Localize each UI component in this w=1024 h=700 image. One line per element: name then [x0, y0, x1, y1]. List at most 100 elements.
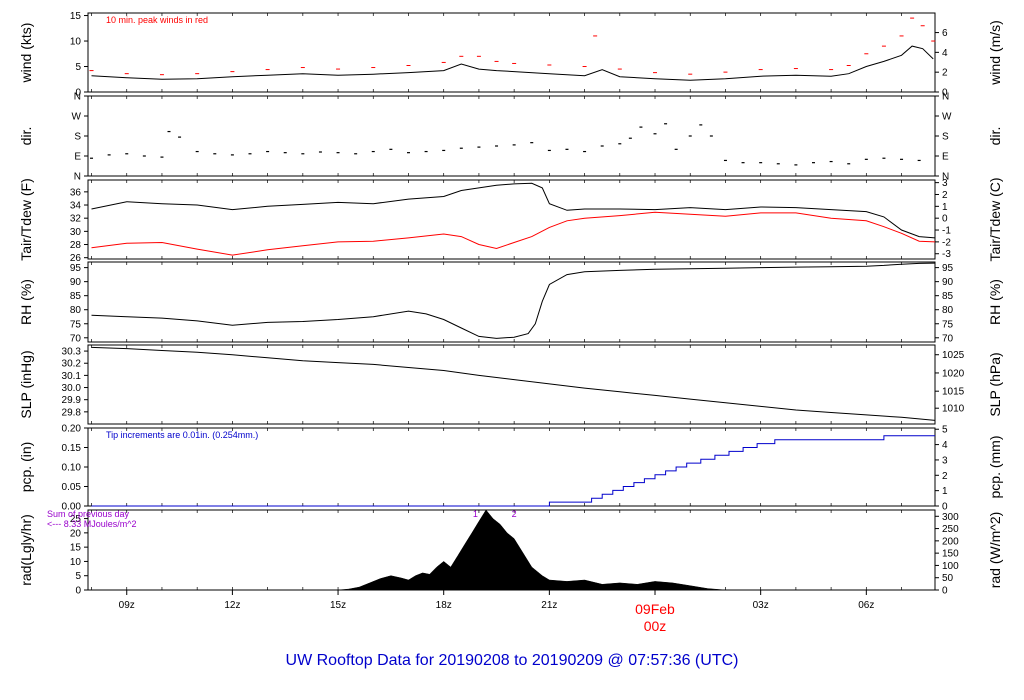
x-axis: 09z 12z 15z 18z 21z 03z 06z [119, 590, 874, 611]
y-right-tick-label: 1015 [942, 387, 965, 398]
y-left-tick-label: 26 [70, 253, 82, 264]
y-right-tick-label: -2 [942, 237, 951, 248]
y-right-tick-label: 1010 [942, 404, 965, 415]
y-left-tick-label: 30.1 [62, 371, 82, 382]
y-right-tick-label: 2 [942, 471, 948, 482]
y-left-tick-label: 80 [70, 305, 82, 316]
y-right-tick-label: 85 [942, 291, 954, 302]
y-right-tick-label: -1 [942, 226, 951, 237]
panel-frame [87, 261, 936, 343]
y-right-tick-label: 0 [942, 586, 948, 597]
y-right-tick-label: 250 [942, 524, 959, 535]
y-left-tick-label: 36 [70, 187, 82, 198]
y-left-label: pcp. (in) [18, 442, 34, 493]
y-right-tick-label: 0 [942, 88, 948, 99]
precip-step-line [91, 435, 935, 507]
y-left-tick-label: N [74, 92, 81, 103]
y-left-tick-label: 25 [70, 514, 82, 525]
x-tick-label: 06z [858, 600, 874, 611]
y-left-tick-label: N [74, 172, 81, 183]
y-right-tick-label: 1 [942, 202, 948, 213]
y-right-tick-label: 1020 [942, 368, 965, 379]
y-right-tick-label: E [942, 152, 949, 163]
y-right-tick-label: 3 [942, 455, 948, 466]
x-tick-label: 03z [753, 600, 769, 611]
y-right-tick-label: 1 [942, 486, 948, 497]
y-right-tick-label: 2 [942, 190, 948, 201]
wind-series-line [91, 45, 934, 81]
y-left-tick-label: 95 [70, 263, 82, 274]
y-left-tick-label: 10 [70, 37, 82, 48]
y-right-tick-label: 90 [942, 277, 954, 288]
y-left-tick-label: 30 [70, 227, 82, 238]
panel-frame [87, 95, 936, 177]
slp-series-line [91, 346, 936, 421]
y-left-tick-label: E [74, 152, 81, 163]
y-left-tick-label: 32 [70, 214, 82, 225]
pcp-annotation: Tip increments are 0.01in. (0.254mm.) [106, 430, 258, 440]
y-left-tick-label: 29.9 [62, 395, 82, 406]
y-left-tick-label: 70 [70, 333, 82, 344]
panel-frame [87, 179, 936, 260]
y-right-label: Tair/Tdew (C) [987, 177, 1003, 261]
y-left-label: dir. [18, 127, 34, 146]
y-left-tick-label: 10 [70, 557, 82, 568]
y-left-tick-label: 0 [75, 586, 81, 597]
y-right-tick-label: 0 [942, 502, 948, 513]
temp-series-line [91, 182, 936, 239]
y-left-tick-label: 0.00 [62, 502, 82, 513]
y-right-label: rad (W/m^2) [987, 512, 1003, 589]
y-right-tick-label: 0 [942, 214, 948, 225]
y-right-tick-label: 300 [942, 512, 959, 523]
y-left-tick-label: 5 [75, 62, 81, 73]
y-left-tick-label: 15 [70, 11, 82, 22]
y-right-label: dir. [987, 127, 1003, 146]
y-left-tick-label: 30.0 [62, 383, 82, 394]
y-right-tick-label: 75 [942, 319, 954, 330]
y-left-tick-label: 34 [70, 201, 82, 212]
panel-frame [87, 344, 936, 425]
radiation-area [337, 509, 726, 591]
radiation-note-line: <--- 8.33 MJoules/m^2 [47, 519, 137, 529]
y-left-tick-label: 0.20 [62, 424, 82, 435]
y-right-tick-label: W [942, 112, 952, 123]
y-right-label: wind (m/s) [987, 20, 1003, 86]
y-left-tick-label: 20 [70, 528, 82, 539]
panel-rh: 70 75 80 85 90 95 70 75 80 85 90 95 RH (%) RH (%) [18, 261, 1003, 344]
y-left-tick-label: 0.15 [62, 443, 82, 454]
y-right-tick-label: 6 [942, 28, 948, 39]
chart-title: UW Rooftop Data for 20190208 to 20190209… [286, 652, 739, 669]
y-left-label: RH (%) [18, 279, 34, 325]
y-right-tick-label: N [942, 172, 949, 183]
y-right-tick-label: 100 [942, 561, 959, 572]
y-left-tick-label: 30.3 [62, 347, 82, 358]
day-marker: 1 [473, 509, 478, 519]
y-left-tick-label: 75 [70, 319, 82, 330]
y-right-tick-label: 50 [942, 573, 954, 584]
y-right-tick-label: 4 [942, 48, 948, 59]
y-left-tick-label: 5 [75, 571, 81, 582]
x-tick-label: 21z [541, 600, 557, 611]
y-left-tick-label: 29.8 [62, 407, 82, 418]
y-right-tick-label: 4 [942, 440, 948, 451]
y-right-tick-label: 2 [942, 68, 948, 79]
panel-wind: 0 5 10 15 0 2 4 6 wind (kts) wind (m/s) 10 min. pe… [18, 11, 1003, 98]
wind-annotation: 10 min. peak winds in red [106, 15, 208, 25]
y-left-tick-label: W [72, 112, 82, 123]
y-left-label: rad(Lgly/hr) [18, 514, 34, 586]
radiation-note-line: Sum of previous day [47, 509, 130, 519]
temp-series-line [91, 211, 936, 256]
y-right-tick-label: 70 [942, 333, 954, 344]
y-right-tick-label: N [942, 92, 949, 103]
panel-pcp: 0.00 0.05 0.10 0.15 0.20 0 1 2 3 4 5 pcp. (in) pcp. … [18, 424, 1003, 513]
x-tick-label: 15z [330, 600, 346, 611]
y-left-tick-label: 28 [70, 240, 82, 251]
y-right-label: SLP (hPa) [987, 352, 1003, 416]
x-tick-label: 12z [224, 600, 240, 611]
y-left-tick-label: 0 [75, 88, 81, 99]
y-right-label: pcp. (mm) [987, 436, 1003, 499]
panel-frame [87, 12, 936, 93]
panel-slp: 29.829.930.030.130.230.3 1010 1015 1020 1025… [18, 344, 1003, 425]
